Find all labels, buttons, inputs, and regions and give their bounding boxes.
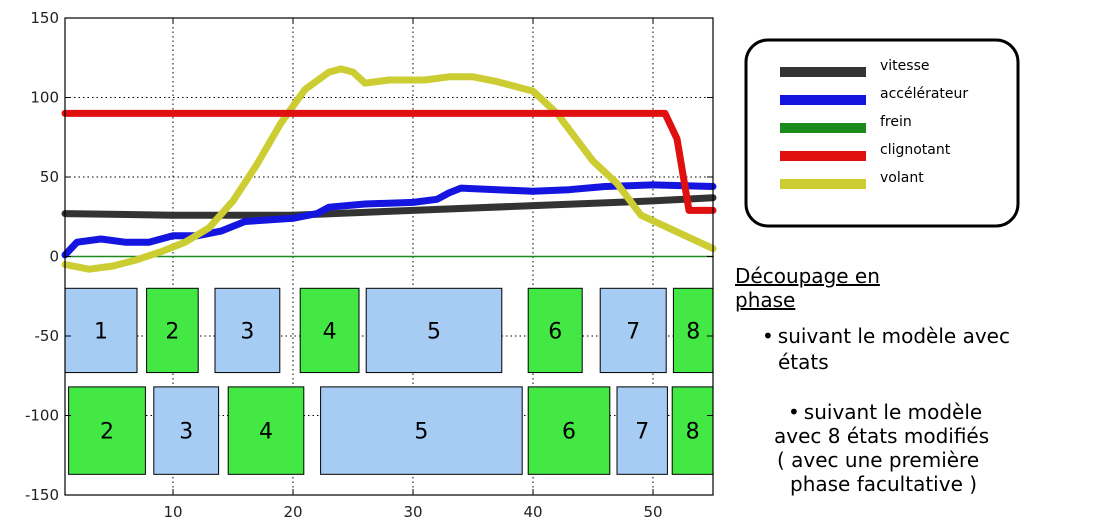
annotation-heading: Découpage en phase [735, 264, 880, 312]
phase-box-label: 2 [165, 319, 179, 344]
y-tick-label: 50 [40, 168, 59, 186]
phase-box-label: 8 [686, 420, 700, 445]
annotation-item-1-line-2: états [778, 350, 829, 374]
y-tick-label: -50 [35, 327, 60, 345]
annotation-item-1-line-1: suivant le modèle avec [762, 324, 1010, 348]
phase-box-label: 4 [323, 319, 337, 344]
x-tick-label: 30 [403, 503, 422, 521]
legend-swatch-clignotant [780, 151, 866, 161]
phase-box-row2 [227, 386, 305, 475]
annotation-item-2-line-4: phase facultative ) [790, 472, 978, 496]
phase-boxes: 1 2 3 4 5 6 7 8 2 3 4 5 6 7 8 [64, 287, 714, 475]
phase-box-row2 [616, 386, 668, 475]
phase-box-label: 5 [427, 319, 441, 344]
phase-box-row2 [153, 386, 220, 475]
phase-box-row1 [527, 287, 583, 374]
phase-box-label: 2 [100, 420, 114, 445]
y-tick-label: -100 [25, 407, 59, 425]
annotation-item-2-line-3: ( avec une première [777, 448, 980, 472]
phase-box-label: 4 [259, 420, 273, 445]
legend-label-accélérateur: accélérateur [880, 86, 968, 102]
legend-swatch-frein [780, 123, 866, 133]
phase-box-row1 [146, 287, 199, 374]
phase-box-label: 6 [562, 420, 576, 445]
series-line-clignotant [61, 109, 717, 214]
series-line-volant [61, 65, 717, 273]
series-line-vitesse [61, 194, 717, 219]
phase-box-row2 [68, 386, 146, 475]
legend-label-clignotant: clignotant [880, 142, 951, 158]
y-tick-label: 100 [30, 89, 59, 107]
phase-box-row2 [320, 386, 523, 475]
phase-box-row2 [527, 386, 611, 475]
x-tick-label: 10 [163, 503, 182, 521]
legend-swatch-accélérateur [780, 95, 866, 105]
phase-box-label: 7 [626, 319, 640, 344]
series-line-accélérateur [61, 181, 717, 259]
ticks [65, 17, 713, 496]
phase-box-row1 [365, 287, 503, 374]
phase-box-label: 6 [548, 319, 562, 344]
phase-box-row2 [671, 386, 714, 475]
y-tick-label: 150 [30, 9, 59, 27]
x-tick-label: 20 [283, 503, 302, 521]
legend-label-vitesse: vitesse [880, 58, 929, 74]
series-lines [61, 65, 717, 273]
annotation-item-2-line-2: avec 8 états modifiés [774, 424, 990, 448]
legend-swatch-volant [780, 179, 866, 189]
annotation-item-2-line-1: suivant le modèle [788, 400, 982, 424]
phase-box-label: 5 [414, 420, 428, 445]
phase-box-label: 7 [635, 420, 649, 445]
legend: vitesse accélérateur frein clignotant volant [744, 38, 1020, 228]
y-tick-label: 0 [49, 248, 59, 266]
phase-box-row1 [214, 287, 281, 374]
phase-box-row1 [64, 287, 138, 374]
phase-box-row1 [299, 287, 360, 374]
legend-label-volant: volant [880, 170, 924, 186]
x-tick-label: 50 [643, 503, 662, 521]
x-tick-label: 40 [523, 503, 542, 521]
phase-box-label: 3 [240, 319, 254, 344]
phase-box-label: 8 [686, 319, 700, 344]
phase-box-row1 [672, 287, 714, 374]
phase-box-label: 1 [94, 319, 108, 344]
phase-box-label: 3 [179, 420, 193, 445]
phase-box-row1 [599, 287, 667, 374]
legend-label-frein: frein [880, 114, 912, 130]
y-tick-label: -150 [25, 486, 59, 504]
tick-labels: 10 20 30 40 50 150 100 50 0 -50 -100 -150 [25, 9, 663, 521]
legend-swatch-vitesse [780, 67, 866, 77]
